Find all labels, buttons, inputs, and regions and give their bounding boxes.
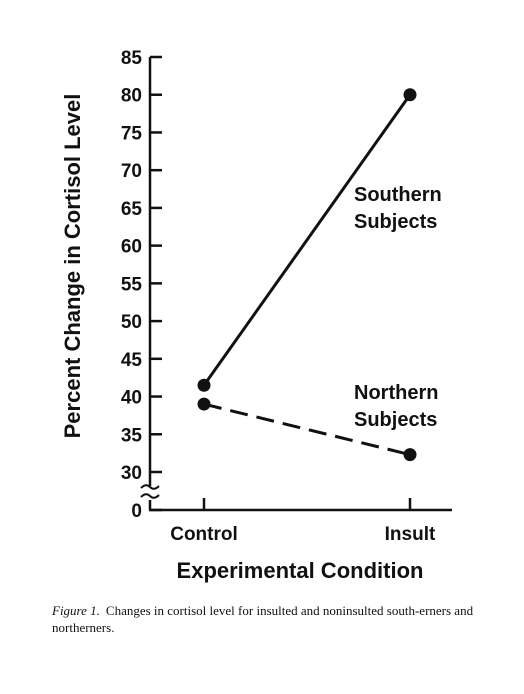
y-tick-label: 40 — [121, 388, 142, 409]
axis-break-mark — [140, 493, 160, 499]
y-tick-label: 50 — [121, 312, 142, 333]
y-tick-label: 65 — [121, 199, 143, 220]
series-label: Subjects — [354, 211, 437, 233]
series-line — [202, 93, 412, 387]
series-label: Northern — [354, 382, 438, 404]
caption-text: Changes in cortisol level for insulted a… — [52, 603, 474, 635]
y-tick-label: 45 — [121, 350, 143, 371]
y-tick-label: 0 — [131, 501, 142, 522]
y-tick-label: 75 — [121, 123, 143, 144]
figure-caption: Figure 1. Changes in cortisol level for i… — [52, 602, 492, 636]
y-tick-label: 35 — [121, 425, 143, 446]
series-layer: Southern Subjects Northern Subjects — [197, 88, 442, 462]
series-line — [203, 402, 411, 457]
x-tick-label: Control — [170, 524, 238, 545]
y-tick-label: 30 — [121, 463, 142, 484]
series-label: Subjects — [354, 409, 437, 431]
figure-label: Figure 1. — [52, 603, 100, 618]
data-point — [197, 378, 211, 392]
data-point — [403, 448, 417, 462]
axis-break-mark — [140, 484, 160, 490]
axes: 0 30 35 40 45 50 55 60 65 70 75 80 85 Control Insult — [121, 48, 452, 545]
data-point — [403, 88, 417, 102]
y-tick-label: 55 — [121, 274, 143, 295]
data-point — [197, 397, 211, 411]
y-tick-label: 70 — [121, 161, 142, 182]
series-label: Southern — [354, 184, 442, 206]
x-tick-label: Insult — [385, 524, 436, 545]
x-axis-title: Experimental Condition — [177, 558, 424, 583]
y-axis-title: Percent Change in Cortisol Level — [60, 94, 85, 439]
chart: 0 30 35 40 45 50 55 60 65 70 75 80 85 Control Insult S… — [60, 48, 452, 583]
y-tick-label: 60 — [121, 237, 142, 258]
y-tick-label: 85 — [121, 48, 143, 69]
y-tick-label: 80 — [121, 86, 142, 107]
